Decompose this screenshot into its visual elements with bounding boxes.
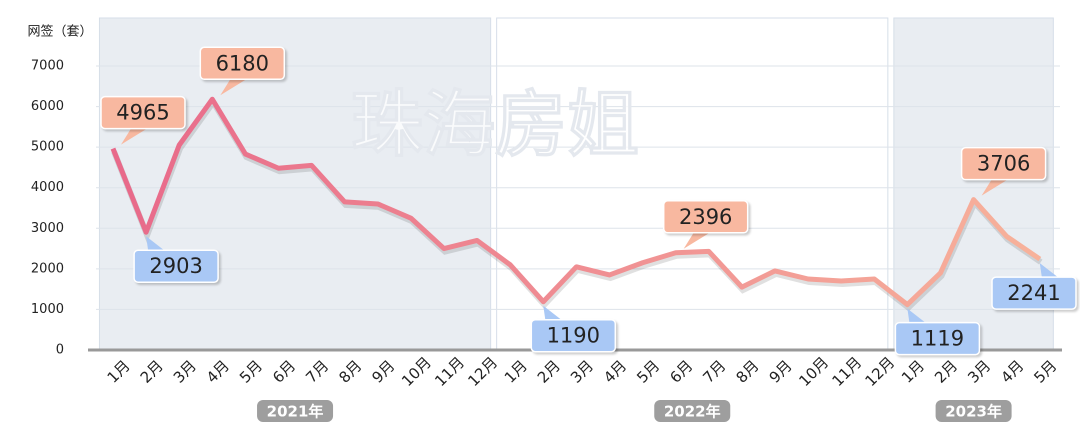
callout-pointer [543, 305, 562, 320]
year-pill [935, 400, 1012, 422]
callout-box [894, 321, 981, 356]
callout-box [530, 318, 617, 353]
callout-pointer [1039, 263, 1058, 278]
x-tick-label: 2月 [137, 357, 167, 387]
year-label: 2021年 [267, 403, 324, 421]
x-tick-label: 11月 [431, 353, 468, 390]
x-tick-label: 3月 [964, 357, 994, 387]
data-label: 6180 [216, 51, 269, 75]
y-tick-label: 5000 [31, 140, 64, 155]
data-label: 2903 [149, 254, 202, 278]
group-panel [496, 17, 889, 351]
callout-box [662, 200, 749, 234]
year-pill [257, 400, 334, 422]
x-tick-label: 8月 [733, 357, 763, 387]
x-tick-label: 10月 [398, 353, 435, 390]
y-tick-label: 1000 [31, 302, 64, 317]
callout-pointer [220, 79, 247, 96]
x-tick-label: 9月 [368, 357, 398, 387]
y-axis-title: 网签（套） [27, 24, 92, 40]
callout-box [960, 146, 1047, 181]
callout-pointer [981, 179, 1008, 196]
x-tick-label: 9月 [766, 357, 796, 387]
x-tick-label: 3月 [567, 357, 597, 387]
x-tick-label: 5月 [1030, 357, 1060, 387]
x-tick-label: 2月 [534, 357, 564, 387]
x-tick-label: 1月 [104, 357, 134, 387]
callout-box [133, 249, 219, 283]
watermark: 珠海房姐 [351, 83, 639, 167]
data-label: 3706 [977, 152, 1030, 176]
data-label: 1190 [547, 324, 600, 348]
callout-pointer [121, 128, 147, 145]
line [110, 96, 1042, 308]
callout-box [100, 95, 186, 130]
callout-pointer [907, 308, 926, 323]
callout-pointer [146, 236, 165, 251]
x-tick-label: 4月 [600, 357, 630, 387]
x-tick-label: 1月 [898, 357, 928, 387]
year-pill [654, 400, 731, 422]
data-label: 1119 [911, 327, 964, 351]
x-tick-label: 12月 [464, 353, 501, 390]
y-tick-label: 2000 [31, 261, 64, 276]
y-tick-label: 0 [56, 343, 64, 358]
y-tick-label: 6000 [31, 99, 64, 114]
data-label: 4965 [116, 101, 169, 125]
x-tick-label: 2月 [931, 357, 961, 387]
y-tick-label: 3000 [31, 221, 64, 236]
y-tick-label: 7000 [31, 59, 64, 74]
callout-box [991, 276, 1077, 310]
x-tick-label: 1月 [501, 357, 531, 387]
x-tick-label: 5月 [236, 357, 266, 387]
callout-box [199, 46, 286, 81]
x-tick-label: 12月 [862, 353, 899, 390]
x-tick-label: 5月 [633, 357, 663, 387]
x-tick-label: 7月 [699, 357, 729, 387]
data-label: 2396 [679, 205, 732, 229]
x-tick-label: 11月 [828, 353, 865, 390]
x-tick-label: 8月 [335, 357, 365, 387]
x-tick-label: 7月 [302, 357, 332, 387]
x-tick-label: 6月 [269, 357, 299, 387]
x-tick-label: 4月 [203, 357, 233, 387]
callout-pointer [683, 232, 710, 249]
year-label: 2023年 [945, 403, 1002, 421]
y-tick-label: 4000 [31, 180, 64, 195]
x-tick-label: 3月 [170, 357, 200, 387]
group-panel [98, 17, 492, 351]
year-label: 2022年 [664, 403, 721, 421]
data-label: 2241 [1007, 281, 1060, 305]
x-tick-label: 6月 [666, 357, 696, 387]
x-tick-label: 4月 [997, 357, 1027, 387]
x-tick-label: 10月 [795, 353, 832, 390]
